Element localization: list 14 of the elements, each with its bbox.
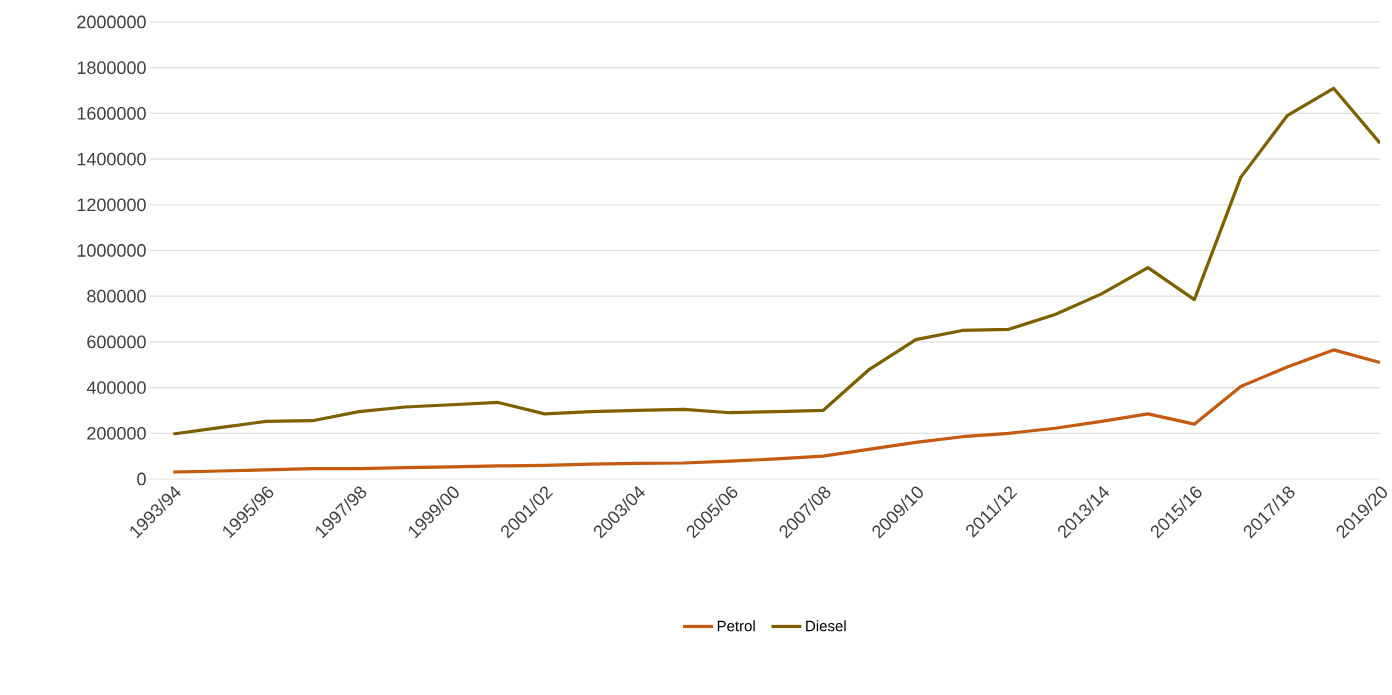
y-tick-label: 400000 xyxy=(86,381,146,394)
y-tick-label: 800000 xyxy=(87,289,146,303)
y-tick-label: 1200000 xyxy=(77,198,146,212)
y-tick-label: 600000 xyxy=(87,335,146,349)
y-tick-label: 2000000 xyxy=(77,15,146,29)
y-tick-label: 0 xyxy=(137,472,146,486)
line-series xyxy=(171,86,1381,436)
y-tick-label: 1000000 xyxy=(77,244,146,257)
y-tick-label: 1400000 xyxy=(77,152,146,166)
legend-label: Petrol xyxy=(717,620,755,632)
y-tick-label: 1800000 xyxy=(77,61,146,75)
legend-label: Diesel xyxy=(806,620,846,632)
y-tick-label: 1600000 xyxy=(77,107,146,120)
y-tick-label: 200000 xyxy=(87,426,146,440)
